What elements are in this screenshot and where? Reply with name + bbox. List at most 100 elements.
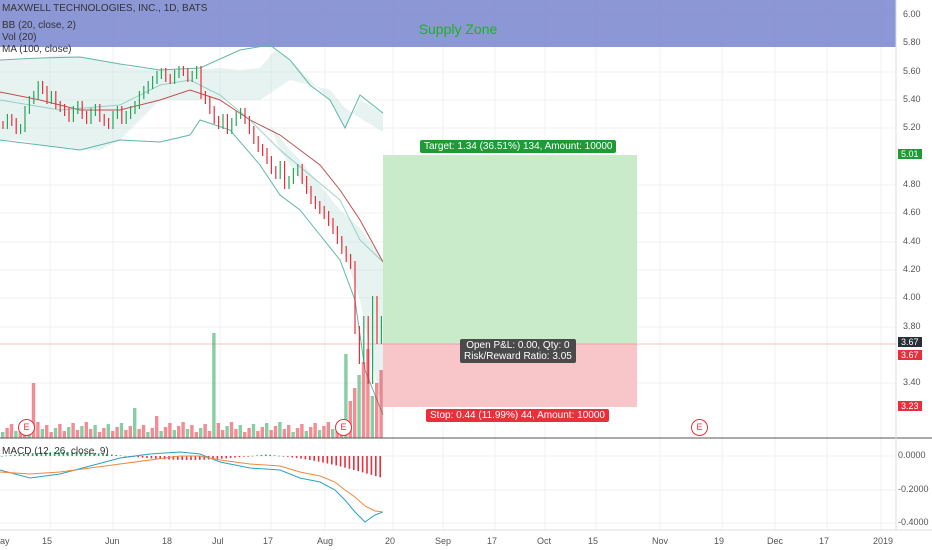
macd-line <box>0 451 384 523</box>
earnings-marker[interactable]: E <box>335 419 352 436</box>
macd-hist-bar <box>5 455 7 457</box>
indicator-bollinger[interactable]: BB (20, close, 2) <box>2 20 76 31</box>
volume-bar <box>225 426 229 438</box>
macd-hist-bar <box>84 452 87 456</box>
volume-bar <box>243 432 247 438</box>
time-axis-tick: 17 <box>263 536 274 546</box>
price-badge: 5.01 <box>898 149 922 159</box>
time-axis-tick: 19 <box>714 536 725 546</box>
volume-bar <box>168 423 172 438</box>
macd-signal-line <box>0 455 384 513</box>
volume-bar <box>291 432 295 438</box>
macd-hist-bar <box>119 455 122 457</box>
time-axis-tick: Jul <box>212 536 224 546</box>
volume-bar <box>67 427 71 438</box>
volume-bar <box>40 429 44 438</box>
stop-label[interactable]: Stop: 0.44 (11.99%) 44, Amount: 10000 <box>426 409 609 422</box>
price-axis-tick: 3.40 <box>903 377 921 387</box>
indicator-volume[interactable]: Vol (20) <box>2 32 37 43</box>
volume-bar <box>115 427 119 438</box>
macd-hist-bar <box>31 453 34 456</box>
bollinger-band-fill <box>0 50 383 415</box>
volume-bar <box>124 430 128 438</box>
volume-bar <box>194 432 198 438</box>
price-axis-tick: 5.40 <box>903 94 921 104</box>
volume-bar <box>93 425 97 438</box>
volume-bar <box>141 425 146 438</box>
bollinger-upper <box>0 44 384 130</box>
macd-hist-bar <box>291 456 293 458</box>
volume-bar <box>309 427 313 438</box>
macd-hist-bar <box>251 455 254 457</box>
macd-hist-bar <box>115 454 117 456</box>
indicator-ma[interactable]: MA (100, close) <box>2 44 72 55</box>
volume-bar <box>348 401 352 438</box>
macd-hist-bar <box>62 452 65 456</box>
macd-hist-bar <box>375 456 377 477</box>
macd-hist-bar <box>366 456 368 474</box>
macd-hist-bar <box>282 456 285 457</box>
macd-hist-bar <box>344 456 346 468</box>
macd-hist-bar <box>300 456 302 459</box>
macd-hist-bar <box>172 456 175 460</box>
volume-bar <box>203 424 207 438</box>
macd-hist-bar <box>1 456 3 457</box>
volume-bar <box>260 427 264 438</box>
volume-bar <box>370 396 374 438</box>
macd-histogram <box>1 452 381 478</box>
volume-bar <box>75 430 80 438</box>
macd-hist-bar <box>379 456 381 478</box>
supply-zone[interactable] <box>0 0 896 47</box>
volume-bar <box>14 431 18 438</box>
macd-hist-bar <box>234 456 236 458</box>
volume-bar <box>185 429 190 438</box>
macd-hist-bar <box>287 456 289 457</box>
macd-hist-bar <box>225 456 227 459</box>
volume-bar <box>45 425 49 438</box>
macd-hist-bar <box>203 456 205 460</box>
volume-bar <box>273 426 278 438</box>
macd-hist-bar <box>295 456 298 458</box>
volume-bar <box>251 424 256 438</box>
volume-bar <box>31 383 36 438</box>
volume-bar <box>89 429 93 438</box>
grid <box>0 0 896 530</box>
earnings-marker[interactable]: E <box>691 419 708 436</box>
volume-bar <box>317 430 322 438</box>
position-info[interactable]: Open P&L: 0.00, Qty: 0 Risk/Reward Ratio… <box>460 339 576 363</box>
macd-label[interactable]: MACD (12, 26, close, 9) <box>2 446 109 457</box>
earnings-marker[interactable]: E <box>18 419 35 436</box>
macd-hist-bar <box>331 456 333 465</box>
target-label[interactable]: Target: 1.34 (36.51%) 134, Amount: 10000 <box>420 140 617 153</box>
price-axis-tick: 4.40 <box>903 236 921 246</box>
volume-bar <box>287 425 291 438</box>
symbol-title[interactable]: MAXWELL TECHNOLOGIES, INC., 1D, BATS <box>2 3 208 14</box>
volume-bar <box>199 428 203 438</box>
macd-hist-bar <box>177 456 179 460</box>
volume-bar <box>71 423 75 438</box>
macd-hist-bar <box>111 454 113 456</box>
price-axis-tick: 3.80 <box>903 321 921 331</box>
time-axis-tick: 18 <box>162 536 173 546</box>
price-axis-tick: 5.60 <box>903 66 921 76</box>
macd-hist-bar <box>247 456 249 457</box>
time-axis-tick: Sep <box>435 536 452 546</box>
volume-bar <box>304 431 308 438</box>
macd-hist-bar <box>155 456 157 459</box>
volume-bar <box>84 422 88 438</box>
volume-bar <box>216 423 220 438</box>
volume-bar <box>375 383 379 438</box>
target-zone[interactable] <box>383 155 637 344</box>
macd-hist-bar <box>260 454 263 456</box>
volume-bar <box>106 424 110 438</box>
volume-bar <box>247 428 251 438</box>
volume-bar <box>128 426 132 438</box>
volume-bar <box>190 425 194 438</box>
macd-hist-bar <box>9 455 12 456</box>
macd-hist-bar <box>190 456 192 460</box>
volume-bar <box>119 423 124 438</box>
volume-bar <box>278 422 282 438</box>
bollinger-basis <box>0 79 384 263</box>
macd-axis-tick: -0.4000 <box>898 517 929 527</box>
